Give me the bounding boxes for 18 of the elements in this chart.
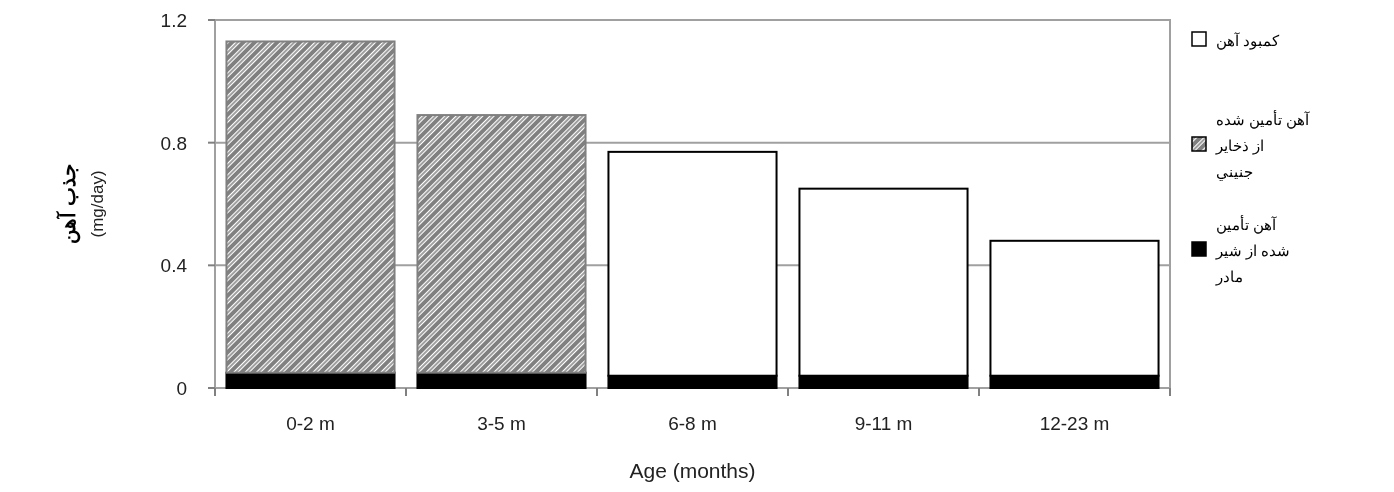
x-tick-label: 0-2 m [286, 413, 335, 434]
x-tick-label: 9-11 m [854, 413, 913, 434]
bar [225, 40, 396, 374]
x-tick-label: 12-23 m [1039, 413, 1110, 434]
legend-item: آهن تأمین شده از ذخاير جنيني [1191, 111, 1310, 180]
legend-label: کمبود آهن [1216, 32, 1281, 50]
bar [416, 114, 587, 374]
x-axis-title: Age (months) [629, 459, 756, 482]
y-tick-label: 0 [176, 378, 187, 399]
legend-item: آهن تأمین شده از شیر مادر [1191, 216, 1291, 285]
legend-item: کمبود آهن [1191, 31, 1280, 49]
y-tick-label: 0.4 [160, 255, 188, 277]
legend-label: آهن تأمین شده از شیر مادر [1215, 215, 1291, 286]
legend-label: آهن تأمین شده از ذخاير جنيني [1215, 110, 1311, 181]
x-tick-label: 6-8 m [668, 413, 717, 434]
x-tick-label: 3-5 m [477, 413, 526, 434]
y-tick-label: 1.2 [160, 10, 187, 31]
y-tick-label: 0.8 [160, 132, 187, 154]
